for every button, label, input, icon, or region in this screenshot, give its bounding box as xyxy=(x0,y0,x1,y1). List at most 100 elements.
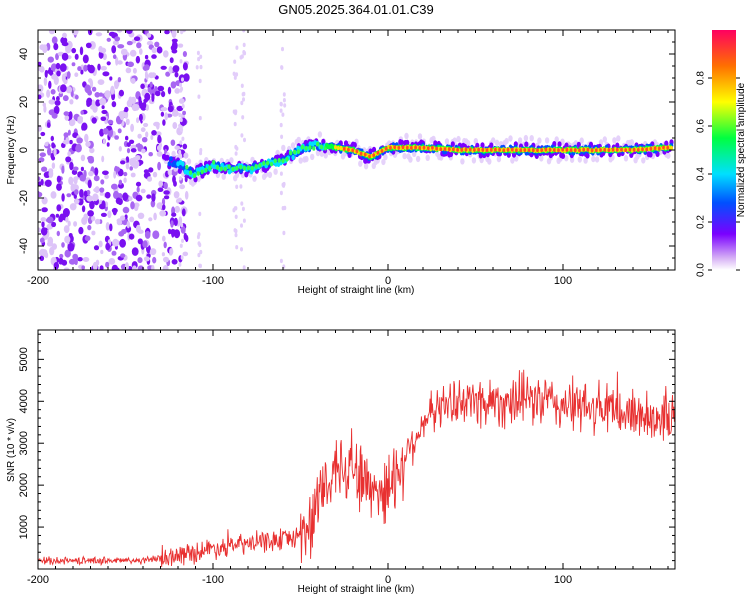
noise-blob xyxy=(282,230,286,236)
noise-blob xyxy=(197,252,201,258)
ridge-blob xyxy=(573,148,577,153)
noise-blob xyxy=(99,191,104,196)
ridge-blob xyxy=(477,147,480,152)
noise-blob xyxy=(68,258,76,265)
noise-blob xyxy=(137,238,143,245)
noise-blob xyxy=(199,148,203,153)
noise-blob xyxy=(60,84,67,93)
noise-blob xyxy=(178,262,182,267)
noise-blob xyxy=(91,117,97,124)
ridge-blob xyxy=(602,136,607,143)
noise-blob xyxy=(162,235,166,242)
ridge-blob xyxy=(603,147,607,152)
ridge-blob xyxy=(231,166,235,172)
colorbar-tick-label: 0.0 xyxy=(696,263,707,277)
ridge-blob xyxy=(310,153,315,161)
noise-blob xyxy=(174,145,181,150)
noise-blob xyxy=(86,195,94,202)
ridge-blob xyxy=(281,144,286,152)
noise-blob xyxy=(114,166,120,172)
noise-blob xyxy=(74,198,80,205)
noise-blob xyxy=(40,178,44,186)
noise-blob xyxy=(110,85,115,95)
noise-blob xyxy=(38,84,44,93)
ridge-blob xyxy=(186,158,192,165)
noise-blob xyxy=(173,217,178,227)
noise-blob xyxy=(87,157,95,164)
noise-blob xyxy=(167,86,172,95)
noise-blob xyxy=(150,200,156,208)
noise-blob xyxy=(102,138,106,145)
noise-blob xyxy=(239,55,243,60)
ridge-blob xyxy=(405,145,409,150)
noise-blob xyxy=(162,265,169,270)
noise-blob xyxy=(67,129,71,136)
noise-blob xyxy=(72,30,79,35)
noise-blob xyxy=(243,51,247,56)
noise-blob xyxy=(197,56,201,62)
noise-blob xyxy=(45,218,52,223)
ridge-blob xyxy=(227,164,231,170)
noise-blob xyxy=(169,248,174,255)
ridge-blob xyxy=(443,147,447,152)
noise-blob xyxy=(54,100,61,106)
noise-blob xyxy=(235,72,239,77)
noise-blob xyxy=(173,229,181,239)
noise-blob xyxy=(179,59,183,64)
noise-blob xyxy=(41,249,48,257)
noise-blob xyxy=(46,241,54,247)
ridge-blob xyxy=(204,167,208,173)
noise-blob xyxy=(92,261,98,270)
noise-blob xyxy=(51,36,58,44)
noise-blob xyxy=(161,252,165,257)
noise-blob xyxy=(88,170,94,177)
noise-blob xyxy=(124,110,129,119)
noise-blob xyxy=(157,161,162,171)
noise-blob xyxy=(171,38,178,43)
noise-blob xyxy=(65,216,69,223)
noise-blob xyxy=(68,233,73,238)
ridge-blob xyxy=(666,145,670,150)
noise-blob xyxy=(150,134,154,140)
noise-blob xyxy=(155,131,162,137)
ridge-blob xyxy=(554,136,559,143)
ridge-blob xyxy=(408,156,413,163)
noise-blob xyxy=(51,112,58,119)
ridge-blob xyxy=(481,147,485,152)
noise-blob xyxy=(114,135,119,140)
noise-blob xyxy=(76,137,83,144)
ridge-blob xyxy=(267,171,273,178)
noise-blob xyxy=(65,45,72,54)
noise-blob xyxy=(232,109,236,114)
noise-blob xyxy=(199,64,203,70)
ridge-blob xyxy=(510,157,515,164)
noise-blob xyxy=(180,222,184,228)
noise-blob xyxy=(71,47,77,54)
ridge-blob xyxy=(431,145,434,150)
noise-blob xyxy=(129,216,135,223)
noise-blob xyxy=(182,62,188,71)
ridge-blob xyxy=(401,145,405,150)
noise-blob xyxy=(112,40,119,46)
noise-blob xyxy=(61,242,65,248)
noise-blob xyxy=(148,217,153,222)
y-tick-label: -40 xyxy=(18,238,30,254)
noise-blob xyxy=(235,146,239,151)
noise-blob xyxy=(44,179,52,187)
ridge-blob xyxy=(594,156,600,163)
noise-blob xyxy=(97,79,105,85)
noise-blob xyxy=(80,69,84,75)
x-tick-label: 0 xyxy=(385,574,391,586)
noise-blob xyxy=(163,256,169,263)
noise-blob xyxy=(85,42,92,49)
noise-blob xyxy=(174,205,180,213)
ridge-blob xyxy=(355,149,359,154)
noise-blob xyxy=(242,42,246,48)
noise-blob xyxy=(123,177,127,183)
ridge-blob xyxy=(308,145,312,151)
noise-blob xyxy=(144,230,151,239)
noise-blob xyxy=(165,71,171,77)
noise-blob xyxy=(240,223,243,228)
noise-blob xyxy=(99,97,107,106)
noise-blob xyxy=(105,261,110,268)
